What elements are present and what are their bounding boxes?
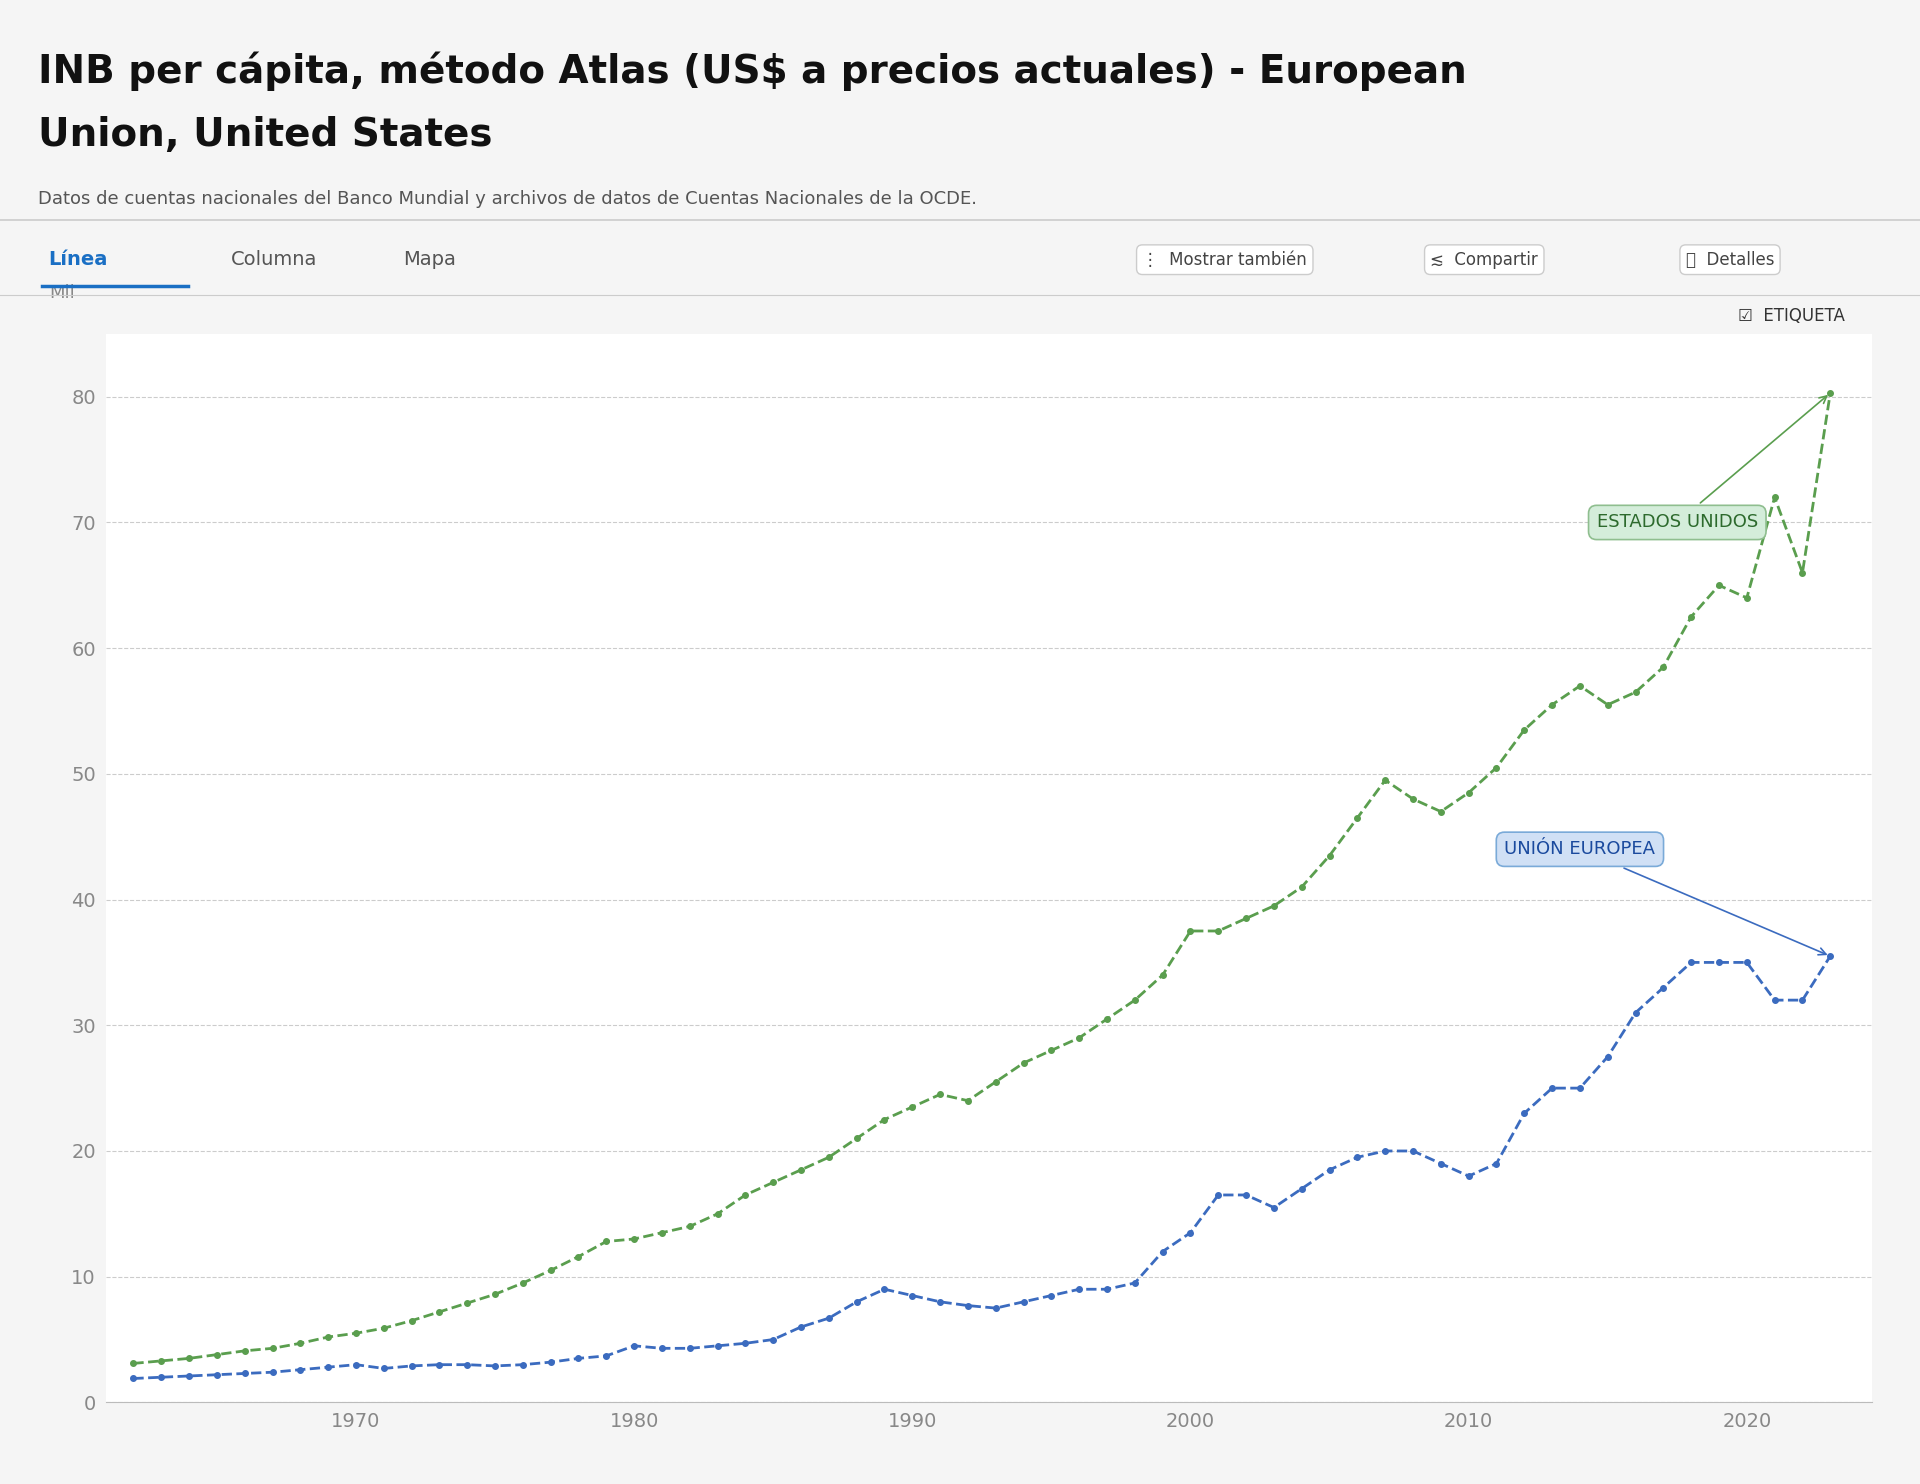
Text: ESTADOS UNIDOS: ESTADOS UNIDOS [1597, 396, 1826, 531]
Text: Mapa: Mapa [403, 251, 457, 269]
Text: ☑  ETIQUETA: ☑ ETIQUETA [1738, 307, 1845, 325]
Text: ≲  Compartir: ≲ Compartir [1430, 251, 1538, 269]
Text: UNIÓN EUROPEA: UNIÓN EUROPEA [1505, 840, 1826, 954]
Text: ⋮  Mostrar también: ⋮ Mostrar también [1142, 251, 1308, 269]
Text: ⓘ  Detalles: ⓘ Detalles [1686, 251, 1774, 269]
Text: Datos de cuentas nacionales del Banco Mundial y archivos de datos de Cuentas Nac: Datos de cuentas nacionales del Banco Mu… [38, 190, 977, 208]
Text: Línea: Línea [48, 251, 108, 269]
Text: Columna: Columna [230, 251, 317, 269]
Text: Union, United States: Union, United States [38, 116, 493, 154]
Text: Mil: Mil [50, 283, 75, 301]
Text: INB per cápita, método Atlas (US$ a precios actuales) - European: INB per cápita, método Atlas (US$ a prec… [38, 52, 1467, 92]
